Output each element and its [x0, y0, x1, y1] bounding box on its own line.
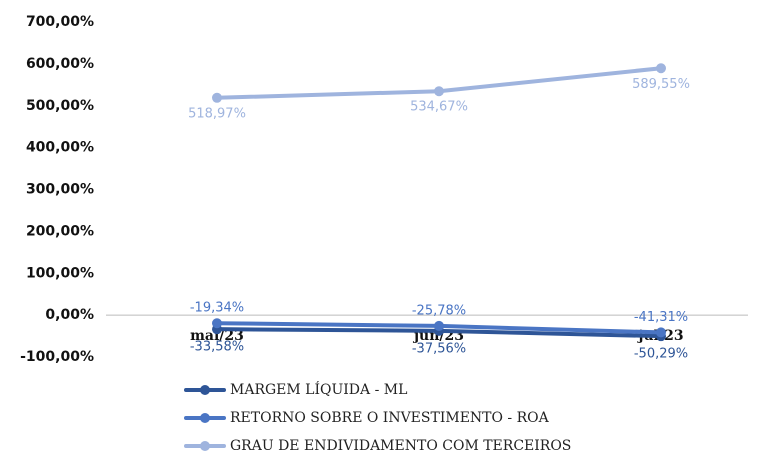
legend-marker: [200, 385, 210, 395]
legend-label: MARGEM LÍQUIDA - ML: [230, 380, 407, 398]
legend-marker: [200, 441, 210, 451]
value-label: -19,34%: [190, 301, 244, 316]
point: [212, 92, 222, 103]
value-label: -33,58%: [190, 340, 244, 355]
y-tick-label: 200,00%: [26, 223, 94, 239]
value-label: -41,31%: [634, 310, 688, 325]
value-label: -50,29%: [634, 347, 688, 362]
y-tick-label: 400,00%: [26, 140, 94, 156]
y-tick-label: 100,00%: [26, 265, 94, 281]
x-tick-label: mai/23: [190, 328, 244, 344]
value-label: -25,78%: [412, 303, 466, 318]
value-label: 518,97%: [188, 106, 246, 121]
legend-marker: [200, 413, 210, 423]
y-tick-label: 0,00%: [45, 307, 94, 323]
value-label: -37,56%: [412, 341, 466, 356]
point: [656, 327, 666, 338]
value-label: 534,67%: [410, 100, 468, 115]
y-tick-label: 500,00%: [26, 98, 94, 114]
y-tick-label: 700,00%: [26, 14, 94, 30]
y-tick-label: 300,00%: [26, 182, 94, 198]
point: [656, 63, 666, 74]
y-tick-label: -100,00%: [20, 349, 94, 365]
point: [434, 86, 444, 97]
point: [212, 318, 222, 329]
point: [434, 320, 444, 331]
legend-label: GRAU DE ENDIVIDAMENTO COM TERCEIROS: [230, 438, 571, 454]
value-label: 589,55%: [632, 77, 690, 92]
y-tick-label: 600,00%: [26, 56, 94, 72]
legend-label: RETORNO SOBRE O INVESTIMENTO - ROA: [230, 410, 550, 426]
